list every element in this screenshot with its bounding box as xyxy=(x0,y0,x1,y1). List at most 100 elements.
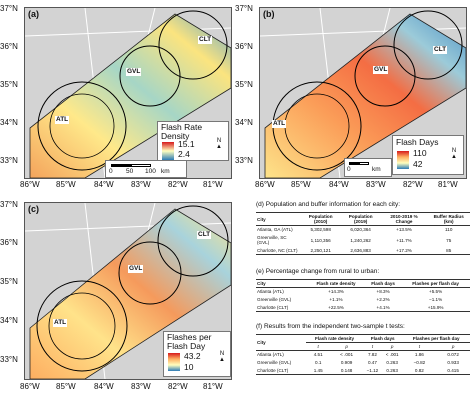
north-label-c: N xyxy=(219,351,225,357)
table-cell: 0.263 xyxy=(386,360,398,366)
table-cell: +17.2% xyxy=(396,247,412,253)
table-d-header: 2010-2019 % Change xyxy=(380,213,428,226)
table-cell: Atlanta, GA (ATL) xyxy=(257,227,293,233)
table-cell: +5.5% xyxy=(429,289,443,295)
table-row: Greenville (GVL) 0.1 0.909 0.47 0.263 −0… xyxy=(256,359,470,367)
lon-tick-b-83: 83°W xyxy=(366,180,386,189)
scalebar-b: 0 km xyxy=(344,158,392,177)
table-f-subheader: p xyxy=(381,342,403,351)
table-f-header: Flash rate density xyxy=(306,335,363,343)
city-clt-b: CLT xyxy=(433,46,448,54)
city-atl-a: ATL xyxy=(55,116,70,124)
table-cell: Charlotte (CLT) xyxy=(257,367,289,373)
table-cell: +14.3% xyxy=(328,289,344,295)
lon-tick-a-81: 81°W xyxy=(203,180,223,189)
lat-tick-a-37: 37°N xyxy=(0,4,18,13)
table-cell: 6,020,364 xyxy=(350,227,371,233)
table-row: Greenville (GVL) +1.1% +2.2% −1.1% xyxy=(256,296,470,304)
lat-tick-c-34: 34°N xyxy=(0,316,18,325)
table-f-subheader: p xyxy=(330,342,363,351)
table-cell: +4.1% xyxy=(376,304,390,310)
lat-tick-b-34: 34°N xyxy=(235,118,253,127)
colorbar-c xyxy=(168,353,180,371)
table-d-header: Population (2019) xyxy=(340,213,381,226)
lon-tick-a-85: 85°W xyxy=(56,180,76,189)
lon-tick-c-83: 83°W xyxy=(131,382,151,391)
legend-a: Flash Rate Density 15.1 2.4 N ▲ xyxy=(157,121,229,161)
table-e-title: (e) Percentage change from rural to urba… xyxy=(256,268,380,275)
colorbar-c-min: 10 xyxy=(184,362,194,372)
table-d: City Population (2010) Population (2019)… xyxy=(256,212,470,256)
map-c: (c) ATL GVL CLT Flashes per Flash Day 43… xyxy=(24,202,232,380)
table-cell: +11.7% xyxy=(396,237,412,243)
table-row: Greenville, SC (GVL) 1,110,356 1,240,262… xyxy=(256,234,470,247)
city-atl-b: ATL xyxy=(272,120,287,128)
lat-tick-b-36: 36°N xyxy=(235,42,253,51)
north-arrow-a: N ▲ xyxy=(216,138,222,150)
table-row: Atlanta (ATL) +14.3% +8.3% +5.5% xyxy=(256,288,470,296)
table-cell: −1.1% xyxy=(429,297,443,303)
table-e-header: Flash days xyxy=(364,280,402,288)
lat-tick-a-36: 36°N xyxy=(0,42,18,51)
colorbar-a-max: 15.1 xyxy=(178,139,195,149)
table-cell: Greenville (GVL) xyxy=(257,360,292,366)
study-region-a xyxy=(29,13,231,178)
table-cell: Charlotte (CLT) xyxy=(257,304,289,310)
table-e-header: Flashes per flash day xyxy=(401,280,470,288)
lon-tick-c-85: 85°W xyxy=(56,382,76,391)
legend-c-title-1: Flashes per xyxy=(167,332,212,342)
table-cell: +22.5% xyxy=(328,304,344,310)
lat-tick-c-35: 35°N xyxy=(0,277,18,286)
colorbar-b-min: 42 xyxy=(413,159,423,169)
lat-tick-c-37: 37°N xyxy=(0,200,18,209)
table-e-header: City xyxy=(256,280,308,288)
colorbar-c-max: 43.2 xyxy=(184,351,201,361)
lon-tick-b-82: 82°W xyxy=(403,180,423,189)
table-cell: < .001 xyxy=(385,352,399,358)
lat-tick-a-35: 35°N xyxy=(0,80,18,89)
map-b-svg xyxy=(260,8,466,178)
table-f-title: (f) Results from the independent two-sam… xyxy=(256,323,405,330)
table-cell: 0.1 xyxy=(314,360,322,366)
table-cell: 4.51 xyxy=(313,352,323,358)
lon-tick-b-84: 84°W xyxy=(329,180,349,189)
table-cell: 110 xyxy=(445,227,453,233)
table-cell: +8.3% xyxy=(376,289,390,295)
table-cell: 85 xyxy=(446,247,452,253)
colorbar-a-min: 2.4 xyxy=(178,149,190,159)
table-cell: +2.2% xyxy=(376,297,390,303)
table-row: Charlotte (CLT) 1.45 0.148 −1.12 0.263 0… xyxy=(256,367,470,375)
table-row: Charlotte, NC (CLT) 2,250,121 2,636,883 … xyxy=(256,247,470,255)
legend-a-title-2: Density xyxy=(161,131,190,141)
north-label-a: N xyxy=(216,138,222,144)
scale-a-0: 0 xyxy=(109,168,113,175)
lat-tick-a-33: 33°N xyxy=(0,156,18,165)
table-cell: 0.82 xyxy=(414,367,424,373)
legend-b: Flash Days 110 42 N ▲ xyxy=(392,135,464,175)
table-cell: 0.933 xyxy=(447,360,459,366)
table-cell: 0.909 xyxy=(340,360,353,366)
table-e-header: Flash rate density xyxy=(307,280,365,288)
colorbar-b xyxy=(397,151,409,169)
table-row: Charlotte (CLT) +22.5% +4.1% +15.9% xyxy=(256,304,470,312)
colorbar-b-max: 110 xyxy=(413,148,427,158)
table-cell: 2,636,883 xyxy=(350,247,371,253)
table-cell: 0.263 xyxy=(386,367,398,373)
table-cell: 5,302,598 xyxy=(310,227,331,233)
table-cell: 0.148 xyxy=(340,367,353,373)
lat-tick-c-36: 36°N xyxy=(0,238,18,247)
table-f-header: City xyxy=(256,335,307,351)
table-cell: Greenville, SC (GVL) xyxy=(257,235,287,246)
table-d-header: City xyxy=(256,213,301,226)
table-cell: 1,110,356 xyxy=(310,237,331,243)
table-cell: < .001 xyxy=(340,352,354,358)
scale-b-unit: km xyxy=(372,166,381,173)
north-label-b: N xyxy=(451,148,457,154)
table-cell: 1,240,262 xyxy=(350,237,371,243)
table-d-header: Population (2010) xyxy=(300,213,341,226)
table-cell: Atlanta (ATL) xyxy=(257,352,284,358)
lon-tick-c-84: 84°W xyxy=(94,382,114,391)
table-f-subheader: p xyxy=(436,342,470,351)
table-cell: +1.1% xyxy=(329,297,343,303)
lon-tick-a-82: 82°W xyxy=(168,180,188,189)
